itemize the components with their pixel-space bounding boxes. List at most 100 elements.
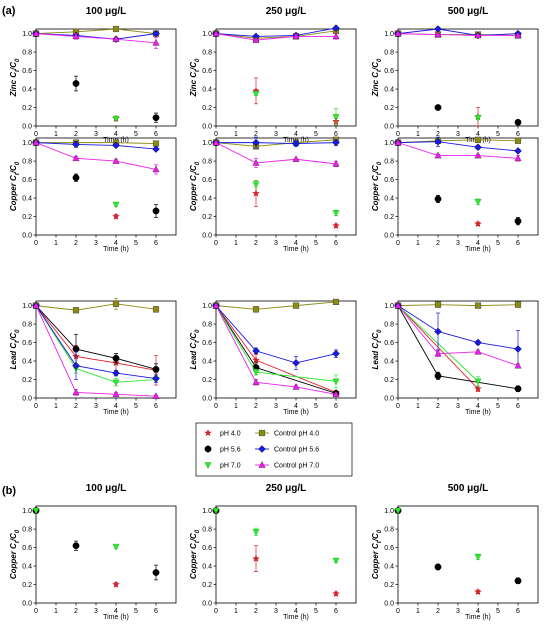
- data-point: [332, 221, 340, 229]
- series-pH56: [212, 302, 340, 397]
- x-tick-label: 4: [114, 608, 118, 615]
- y-tick-label: 0.0: [202, 232, 212, 239]
- data-point: [474, 199, 482, 206]
- series-line: [35, 142, 157, 170]
- x-tick-label: 3: [456, 240, 460, 247]
- series-pH40: [394, 29, 482, 127]
- x-tick-label: 3: [94, 608, 98, 615]
- x-tick-label: 1: [234, 403, 238, 410]
- x-tick-label: 1: [54, 608, 58, 615]
- series-pH40: [212, 301, 340, 396]
- data-point: [72, 80, 80, 87]
- x-tick-label: 3: [274, 403, 278, 410]
- data-point: [394, 507, 402, 515]
- x-tick-label: 4: [476, 403, 480, 410]
- data-point: [32, 301, 40, 309]
- x-tick-label: 1: [54, 240, 58, 247]
- data-point: [394, 29, 402, 37]
- series-C56: [394, 301, 522, 368]
- plot-frame: [215, 505, 357, 604]
- series-pH70: [32, 302, 160, 387]
- data-point: [72, 542, 80, 550]
- data-point: [252, 90, 260, 98]
- x-tick-label: 6: [154, 240, 158, 247]
- y-tick-label: 0.0: [202, 123, 212, 130]
- legend: pH 4.0 pH 5.6 pH 7.0 Control pH 4.0 Control …: [195, 422, 353, 477]
- data-point: [514, 577, 522, 585]
- series-line: [35, 33, 157, 40]
- x-tick-label: 5: [496, 608, 500, 615]
- series-C40: [394, 301, 522, 309]
- series-pH56: [394, 30, 522, 126]
- x-tick-label: 6: [334, 608, 338, 615]
- series-C56: [394, 25, 522, 40]
- data-point: [292, 32, 300, 40]
- x-tick-label: 2: [74, 403, 78, 410]
- y-tick-label: 0.8: [202, 158, 212, 165]
- data-point: [292, 139, 300, 148]
- y-tick-label: 0.2: [202, 377, 212, 384]
- series-line: [215, 30, 337, 39]
- data-point: [434, 327, 442, 336]
- data-point: [112, 354, 120, 362]
- series-line: [35, 305, 157, 380]
- data-point: [474, 143, 482, 152]
- y-tick-label: 1.0: [202, 508, 212, 515]
- data-point: [474, 347, 482, 355]
- data-point: [474, 338, 482, 347]
- data-point: [252, 356, 260, 364]
- y-axis-label: Lead Ct/C0: [371, 329, 383, 370]
- y-tick-label: 1.0: [384, 140, 394, 147]
- chart-a-lead-2: 0 1 2 3 4 5 6 0.0 0.2 0.4 0.6 0.8 1.0 Time (h) Lead Ct…: [371, 300, 539, 416]
- legend-label: Control pH 5.6: [274, 447, 319, 454]
- data-point: [514, 217, 522, 225]
- x-tick-label: 6: [334, 403, 338, 410]
- x-tick-label: 6: [516, 131, 520, 138]
- y-tick-label: 0.4: [22, 358, 32, 365]
- data-point: [252, 369, 260, 376]
- y-tick-label: 1.0: [22, 508, 32, 515]
- data-point: [112, 157, 120, 164]
- x-tick-label: 4: [294, 240, 298, 247]
- y-tick-label: 0.4: [384, 563, 394, 570]
- legend-item-pH56: pH 5.6: [204, 445, 241, 454]
- column-title: 100 μg/L: [86, 483, 127, 494]
- legend-marker: [258, 429, 266, 437]
- y-tick-label: 0.4: [384, 358, 394, 365]
- series-line: [215, 305, 337, 394]
- x-tick-label: 0: [214, 240, 218, 247]
- x-axis-label: Time (h): [103, 614, 129, 621]
- column-title: 250 μg/L: [266, 483, 307, 494]
- y-tick-label: 0.8: [22, 49, 32, 56]
- x-axis-label: Time (h): [283, 409, 309, 416]
- y-tick-label: 0.6: [22, 68, 32, 75]
- x-tick-label: 2: [254, 131, 258, 138]
- y-tick-label: 1.0: [202, 140, 212, 147]
- panel-label-a: (a): [2, 5, 16, 17]
- x-tick-label: 4: [294, 403, 298, 410]
- data-point: [72, 388, 80, 396]
- x-tick-label: 4: [476, 131, 480, 138]
- x-tick-label: 5: [134, 608, 138, 615]
- data-point: [112, 580, 120, 588]
- legend-label: Control pH 4.0: [274, 431, 319, 438]
- x-tick-label: 3: [94, 131, 98, 138]
- y-tick-label: 1.0: [384, 31, 394, 38]
- data-point: [32, 507, 40, 515]
- series-C70: [32, 301, 160, 399]
- data-point: [514, 361, 522, 369]
- y-tick-label: 0.8: [22, 526, 32, 533]
- data-point: [212, 507, 220, 515]
- x-tick-label: 1: [234, 608, 238, 615]
- data-point: [474, 114, 482, 122]
- y-tick-label: 0.2: [384, 377, 394, 384]
- y-tick-label: 0.4: [384, 86, 394, 93]
- x-tick-label: 4: [114, 403, 118, 410]
- series-C70: [212, 29, 340, 43]
- y-tick-label: 1.0: [22, 31, 32, 38]
- y-axis-label: Zinc Ct/C0: [371, 58, 383, 97]
- chart-a-copper-1: 0 1 2 3 4 5 6 0.0 0.2 0.4 0.6 0.8 1.0 Time (h) Copper …: [189, 136, 357, 253]
- y-tick-label: 1.0: [384, 508, 394, 515]
